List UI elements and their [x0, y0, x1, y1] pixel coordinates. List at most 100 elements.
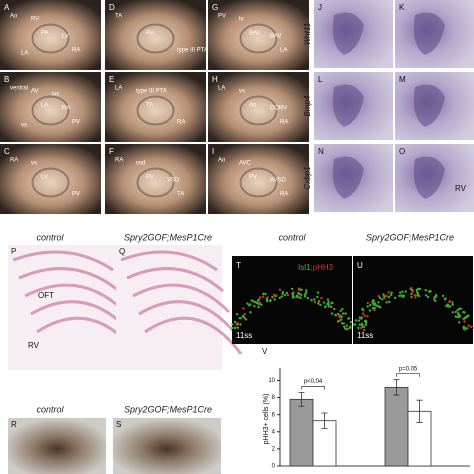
structure-label: PV [72, 120, 80, 126]
cell [349, 320, 353, 324]
panel-letter: U [357, 261, 363, 270]
cell [413, 294, 417, 297]
cell [463, 326, 466, 329]
structure-label: VSD [167, 178, 180, 184]
panel-letter: C [4, 147, 10, 156]
header: control [278, 232, 306, 242]
cell [316, 302, 320, 305]
y-tick-label: 0 [272, 464, 276, 470]
header: Spry2GOF;MesP1Cre [124, 404, 212, 414]
structure-label: RV [31, 17, 39, 23]
cell [447, 305, 451, 308]
structure-label: AV [31, 89, 39, 95]
cell [390, 291, 393, 294]
cell [368, 309, 372, 312]
cell [340, 322, 344, 325]
error-bar [321, 412, 328, 429]
cell [465, 327, 469, 330]
micrograph [0, 144, 101, 214]
cell [388, 300, 391, 304]
header: control [36, 232, 64, 242]
structure-label: Ao [218, 158, 226, 164]
cell [373, 308, 376, 312]
cell [281, 290, 285, 294]
cell [362, 328, 366, 332]
cell [316, 291, 320, 294]
panel-letter: T [236, 261, 241, 270]
cell [417, 294, 421, 298]
cell [296, 294, 299, 297]
cell [404, 290, 408, 293]
cell [336, 312, 340, 316]
cell [416, 291, 419, 294]
y-tick-label: 4 [272, 429, 276, 435]
explant-image [113, 418, 221, 474]
tissue-section [12, 250, 114, 272]
heart-outline [136, 95, 175, 126]
stained-tissue [332, 12, 364, 56]
cell [304, 289, 308, 292]
cell [361, 324, 364, 327]
cell [253, 305, 256, 308]
cell [262, 292, 265, 296]
tissue-section [126, 267, 224, 293]
cell [333, 307, 336, 311]
micrograph [0, 0, 101, 70]
stained-tissue [413, 84, 445, 127]
structure-label: AVSD [270, 178, 287, 184]
y-tick-label: 8 [272, 395, 276, 401]
cell [414, 296, 417, 299]
cell [380, 298, 384, 301]
structure-label: LV [62, 34, 69, 40]
micrograph [208, 0, 309, 70]
cell [467, 314, 470, 317]
cell [266, 296, 269, 299]
cell [366, 301, 369, 305]
cell [242, 315, 246, 319]
cell [377, 301, 380, 304]
tissue-section [138, 300, 237, 334]
cell [451, 303, 454, 306]
micrograph [105, 72, 206, 142]
cell [354, 319, 358, 322]
structure-label: vs [21, 123, 27, 129]
cell [427, 290, 431, 293]
cell [347, 327, 350, 330]
cell [410, 292, 413, 296]
y-axis-label: pHH3+ cells (%) [263, 394, 270, 445]
cell [371, 299, 375, 302]
cell [357, 326, 360, 330]
panel-letter: F [109, 147, 114, 156]
header: Spry2GOF;MesP1Cre [366, 232, 454, 242]
gene-label: Bmp4 [303, 95, 312, 116]
structure-label: PV [218, 14, 226, 20]
cell [441, 294, 445, 298]
bar [289, 398, 314, 467]
cell [324, 305, 327, 308]
stage-label: 11ss [357, 331, 373, 340]
cell [456, 315, 459, 319]
panel-letter: P [11, 247, 16, 256]
structure-label: PV [249, 175, 257, 181]
structure-label: RA [62, 106, 70, 112]
structure-label: RA [280, 120, 288, 126]
cell [278, 288, 282, 291]
structure-label: OFT [38, 291, 54, 300]
cell [448, 299, 452, 303]
cell [327, 300, 330, 304]
cell [343, 325, 346, 328]
cell [316, 295, 319, 299]
tissue-section [144, 316, 243, 355]
gene-label: Wnt11 [303, 23, 312, 46]
cell [345, 324, 348, 327]
cell [280, 295, 284, 298]
structure-label: tv [239, 17, 244, 23]
cell [361, 312, 365, 315]
structure-label: vs [239, 89, 245, 95]
cell [463, 320, 466, 323]
cell [424, 294, 428, 297]
structure-label: vs [31, 161, 37, 167]
structure-label: LA [218, 86, 225, 92]
bar [384, 386, 409, 467]
